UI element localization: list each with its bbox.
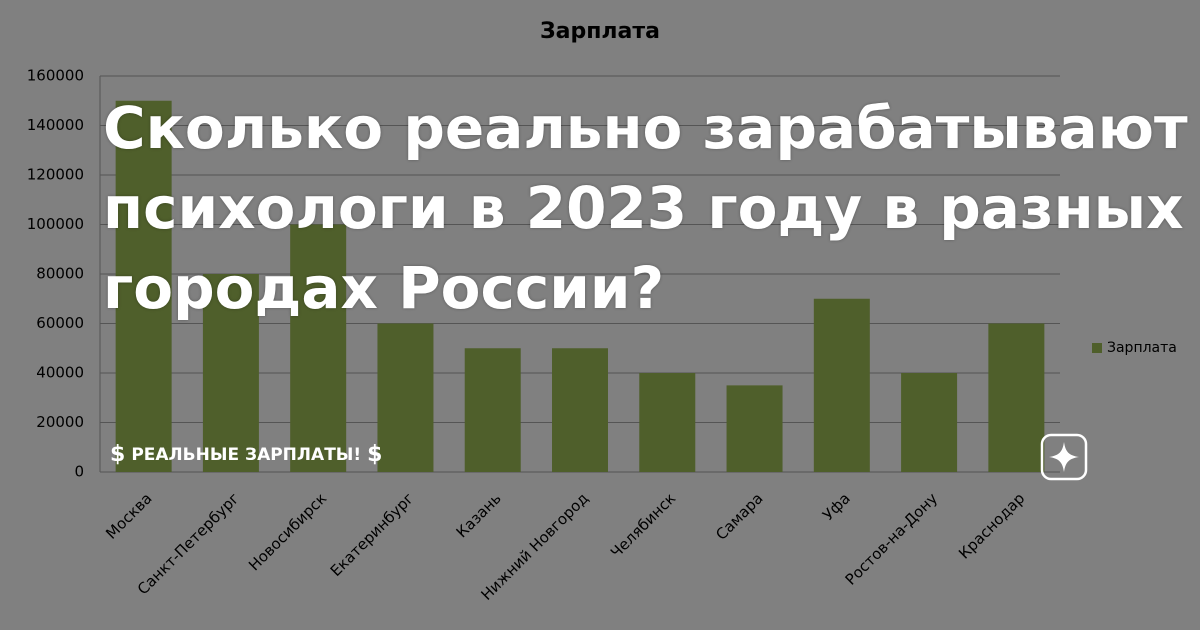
bar [726, 385, 783, 472]
x-tick-label: Казань [453, 489, 505, 541]
badge-text: РЕАЛЬНЫЕ ЗАРПЛАТЫ! [131, 444, 362, 465]
bar [988, 323, 1045, 472]
y-tick-label: 160000 [27, 67, 84, 85]
y-tick-label: 40000 [36, 364, 84, 382]
bar [290, 224, 347, 472]
y-tick-label: 80000 [36, 265, 84, 283]
x-tick-label: Челябинск [607, 489, 679, 561]
dollar-icon: $ [367, 442, 383, 467]
x-tick-label: Москва [102, 489, 155, 542]
y-tick-label: 0 [74, 463, 84, 481]
x-tick-label: Уфа [819, 489, 854, 524]
bar [901, 373, 958, 472]
x-tick-label: Ростов-на-Дону [842, 489, 942, 589]
x-tick-label: Самара [712, 489, 766, 543]
bar [115, 100, 172, 472]
y-tick-label: 60000 [36, 314, 84, 332]
headline-line: Сколько реально зарабатывают [103, 94, 1188, 162]
x-tick-label: Екатеринбург [327, 489, 418, 580]
x-tick-label: Краснодар [955, 489, 1028, 562]
headline: Сколько реально зарабатывают психологи в … [103, 88, 1188, 328]
y-tick-label: 140000 [27, 116, 84, 134]
headline-line: психологи в 2023 году в разных [103, 174, 1184, 242]
star-icon [1040, 433, 1088, 481]
y-tick-label: 120000 [27, 166, 84, 184]
headline-line: городах России? [103, 254, 665, 322]
bar [464, 348, 521, 472]
y-tick-label: 20000 [36, 413, 84, 431]
chart-title: Зарплата [540, 19, 660, 44]
bar [552, 348, 608, 472]
bar [377, 323, 434, 472]
badge: $ РЕАЛЬНЫЕ ЗАРПЛАТЫ! $ [110, 442, 382, 467]
x-tick-label: Новосибирск [245, 489, 330, 574]
bar [813, 298, 870, 472]
y-tick-label: 100000 [27, 215, 84, 233]
bar [202, 274, 259, 472]
dollar-icon: $ [110, 442, 126, 467]
legend-label: Зарплата [1107, 340, 1177, 356]
bar [639, 373, 696, 472]
legend-swatch [1092, 343, 1102, 353]
